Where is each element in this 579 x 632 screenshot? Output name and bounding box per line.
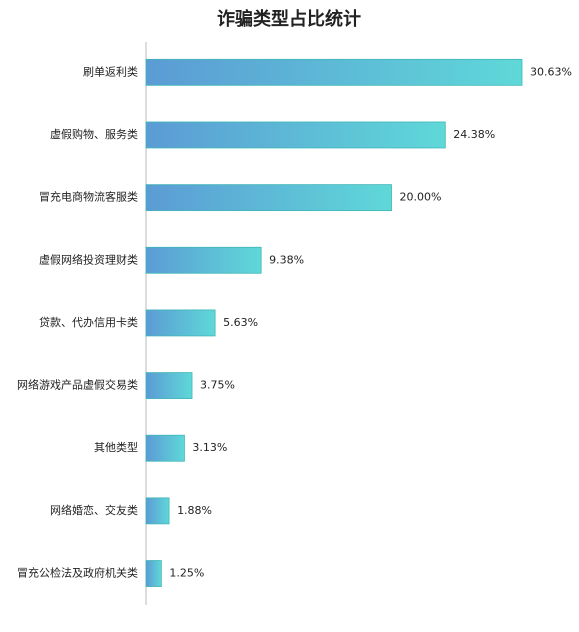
category-label: 虚假购物、服务类 (50, 127, 138, 141)
category-label: 其他类型 (94, 440, 138, 454)
value-label: 20.00% (400, 191, 442, 204)
bar (145, 58, 523, 86)
category-label: 冒充公检法及政府机关类 (17, 566, 138, 580)
value-label: 3.13% (192, 441, 227, 454)
value-label: 5.63% (223, 316, 258, 329)
category-label: 冒充电商物流客服类 (39, 190, 138, 204)
chart-title: 诈骗类型占比统计 (217, 8, 361, 30)
bar (145, 309, 216, 337)
bar (145, 121, 446, 149)
value-label: 3.75% (200, 379, 235, 392)
value-label: 1.88% (177, 504, 212, 517)
bar (145, 434, 185, 462)
value-label: 24.38% (453, 128, 495, 141)
value-label: 30.63% (530, 65, 572, 78)
category-label: 网络游戏产品虚假交易类 (17, 378, 138, 392)
bar (145, 246, 262, 274)
category-label: 虚假网络投资理财类 (39, 252, 138, 266)
category-label: 网络婚恋、交友类 (50, 503, 138, 517)
value-label: 9.38% (269, 253, 304, 266)
category-label: 贷款、代办信用卡类 (39, 315, 138, 329)
value-label: 1.25% (169, 567, 204, 580)
bar (145, 497, 170, 525)
bar (145, 560, 162, 587)
bar (145, 184, 392, 212)
bar (145, 372, 193, 399)
category-label: 刷单返利类 (83, 64, 138, 78)
